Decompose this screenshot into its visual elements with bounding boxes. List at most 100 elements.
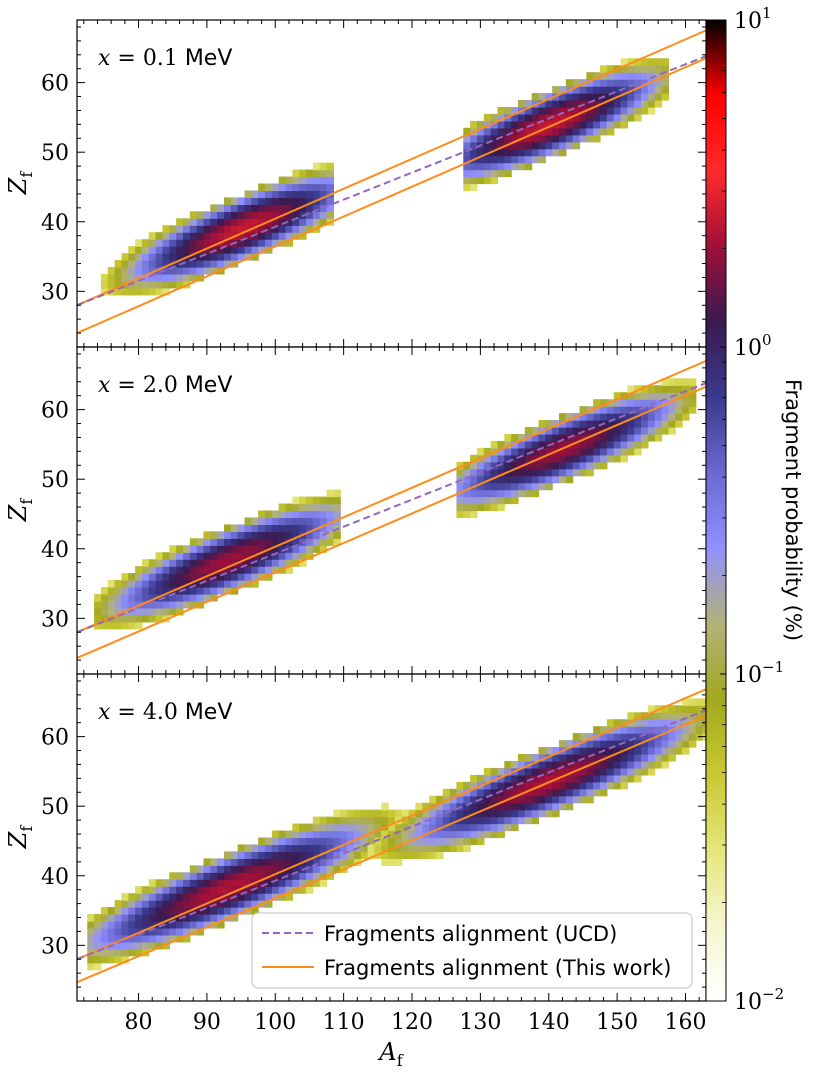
heatmap-cell <box>258 545 266 553</box>
heatmap-cell <box>306 531 314 539</box>
heatmap-cell <box>265 879 273 887</box>
heatmap-cell <box>545 433 553 442</box>
heatmap-cell <box>586 781 594 790</box>
heatmap-cell <box>278 190 287 199</box>
heatmap-cell <box>579 447 587 456</box>
heatmap-cell <box>579 406 587 414</box>
heatmap-cell <box>182 273 191 282</box>
heatmap-cell <box>217 545 225 553</box>
heatmap-cell <box>189 239 198 247</box>
heatmap-cell <box>654 100 663 108</box>
heatmap-cell <box>559 468 567 477</box>
heatmap-cell <box>463 176 471 185</box>
heatmap-cell <box>552 802 560 811</box>
heatmap-cell <box>271 524 280 532</box>
heatmap-cell <box>135 566 143 574</box>
heatmap-cell <box>661 747 669 755</box>
heatmap-cell <box>572 461 581 470</box>
heatmap-cell <box>517 802 526 811</box>
heatmap-cell <box>285 517 293 526</box>
heatmap-cell <box>675 733 683 741</box>
heatmap-cell <box>299 559 307 567</box>
heatmap-cell <box>647 747 656 755</box>
heatmap-cell <box>565 781 574 790</box>
heatmap-cell <box>141 886 150 894</box>
heatmap-cell <box>128 907 136 915</box>
heatmap-cell <box>381 844 389 853</box>
heatmap-cell <box>572 795 581 804</box>
heatmap-cell <box>244 204 252 212</box>
heatmap-cell <box>162 607 170 616</box>
heatmap-cell <box>497 795 505 804</box>
heatmap-cell <box>613 767 622 776</box>
heatmap-cell <box>538 788 546 797</box>
heatmap-cell <box>333 858 341 866</box>
heatmap-cell <box>223 865 232 873</box>
heatmap-cell <box>504 760 512 769</box>
heatmap-cell <box>429 851 437 859</box>
heatmap-cell <box>586 447 594 456</box>
heatmap-cell <box>456 844 464 853</box>
heatmap-cell <box>258 218 266 226</box>
heatmap-cell <box>182 260 191 268</box>
heatmap-cell <box>319 837 328 846</box>
heatmap-cell <box>538 475 546 484</box>
heatmap-cell <box>483 830 492 839</box>
heatmap-cell <box>189 211 198 219</box>
heatmap-cell <box>538 482 546 491</box>
heatmap-cell <box>470 774 478 783</box>
heatmap-cell <box>100 907 109 915</box>
heatmap-cell <box>169 559 177 567</box>
heatmap-cell <box>688 740 697 748</box>
heatmap-cell <box>531 461 540 470</box>
heatmap-cell <box>237 893 246 901</box>
heatmap-cell <box>627 433 635 442</box>
heatmap-cell <box>299 232 307 240</box>
heatmap-cell <box>155 573 164 581</box>
heatmap-cell <box>203 879 211 887</box>
heatmap-cell <box>552 427 560 435</box>
heatmap-cell <box>244 872 252 880</box>
heatmap-cell <box>463 155 471 164</box>
heatmap-cell <box>627 774 635 783</box>
heatmap-cell <box>476 127 485 136</box>
heatmap-cell <box>511 489 519 498</box>
heatmap-cell <box>312 837 321 846</box>
heatmap-cell <box>593 747 601 755</box>
heatmap-cell <box>634 72 642 80</box>
heatmap-cell <box>511 788 519 797</box>
heatmap-cell <box>182 600 191 609</box>
heatmap-cell <box>606 774 615 783</box>
heatmap-cell <box>107 955 116 964</box>
heatmap-cell <box>668 406 676 414</box>
heatmap-cell <box>107 580 116 588</box>
heatmap-cell <box>449 823 458 832</box>
heatmap-cell <box>593 106 601 115</box>
heatmap-cell <box>627 747 635 755</box>
heatmap-cell <box>606 440 615 449</box>
heatmap-cell <box>641 86 649 94</box>
heatmap-cell <box>128 273 136 282</box>
heatmap-cell <box>647 427 656 435</box>
heatmap-cell <box>545 461 553 470</box>
heatmap-cell <box>682 698 690 706</box>
heatmap-cell <box>223 559 232 567</box>
heatmap-cell <box>531 440 540 449</box>
heatmap-cell <box>613 726 622 734</box>
heatmap-cell <box>278 204 287 212</box>
heatmap-cell <box>251 538 259 546</box>
heatmap-cell <box>456 830 464 839</box>
heatmap-cell <box>353 830 362 839</box>
heatmap-cell <box>497 468 505 477</box>
heatmap-cell <box>517 767 526 776</box>
heatmap-cell <box>340 816 348 825</box>
heatmap-cell <box>353 823 362 832</box>
heatmap-cell <box>148 593 157 602</box>
heatmap-cell <box>292 830 300 839</box>
heatmap-cell <box>148 566 157 574</box>
heatmap-cell <box>565 413 574 421</box>
heatmap-cell <box>121 260 129 268</box>
heatmap-cell <box>490 496 499 505</box>
heatmap-cell <box>661 754 669 762</box>
heatmap-cell <box>524 447 533 456</box>
